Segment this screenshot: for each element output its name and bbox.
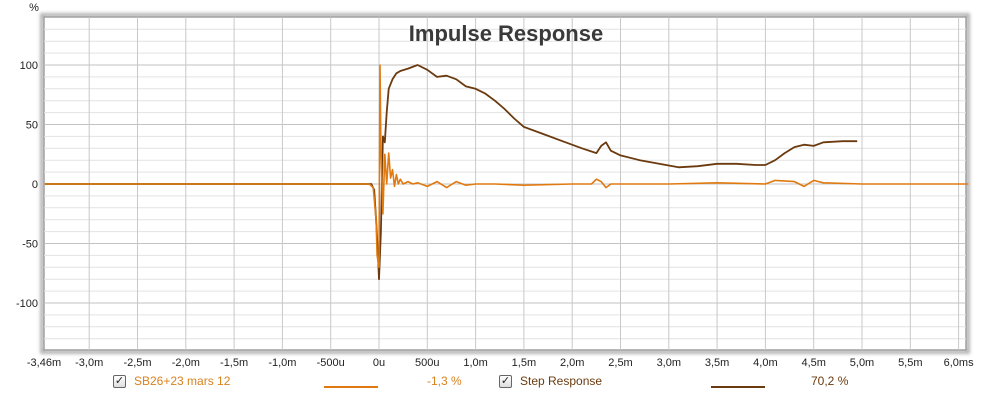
x-tick-label: -3,46m [27, 357, 61, 369]
legend-swatch-sb26 [324, 386, 378, 388]
x-tick-label: -500u [317, 357, 345, 369]
chart-title: Impulse Response [409, 21, 603, 46]
x-tick-label: 4,0m [753, 357, 777, 369]
x-tick-label: 1,0m [463, 357, 487, 369]
legend-value-sb26: -1,3 % [427, 374, 462, 388]
x-tick-label: 6,0ms [944, 357, 974, 369]
x-tick-label: 2,0m [560, 357, 584, 369]
y-tick-label: 0 [32, 179, 38, 191]
x-axis-ticks: -3,46m -3,0m -2,5m -2,0m -1,5m -1,0m -500u 0u 50… [27, 357, 974, 369]
y-axis-unit: % [29, 2, 39, 14]
x-tick-label: 4,5m [801, 357, 825, 369]
legend-item-step-response[interactable]: ✓ Step Response [499, 372, 602, 390]
legend-item-sb26[interactable]: ✓ SB26+23 mars 12 [113, 372, 230, 390]
legend-checkbox-step-response[interactable]: ✓ [499, 374, 512, 388]
x-tick-label: -1,5m [220, 357, 248, 369]
legend-label-step-response: Step Response [520, 374, 603, 388]
y-tick-label: 50 [26, 120, 38, 132]
x-tick-label: 3,0m [657, 357, 681, 369]
legend-value-step-response: 70,2 % [811, 374, 849, 388]
legend-checkbox-sb26[interactable]: ✓ [113, 374, 126, 388]
y-tick-label: -50 [22, 239, 38, 251]
impulse-series-line [44, 64, 969, 269]
x-tick-label: -1,0m [268, 357, 296, 369]
grid [44, 17, 966, 350]
y-tick-label: -100 [16, 298, 38, 310]
x-tick-label: 5,5m [898, 357, 922, 369]
y-axis-ticks: 100 50 0 -50 -100 [16, 60, 38, 310]
x-tick-label: -2,5m [123, 357, 151, 369]
x-tick-label: 500u [415, 357, 439, 369]
legend-swatch-step-response [711, 386, 765, 388]
legend-value-sb26-wrap: -1,3 % [427, 372, 462, 390]
x-tick-label: -2,0m [172, 357, 200, 369]
x-tick-label: 5,0m [850, 357, 874, 369]
x-tick-label: 3,5m [705, 357, 729, 369]
x-tick-label: 0u [373, 357, 385, 369]
legend-label-sb26: SB26+23 mars 12 [134, 374, 231, 388]
x-tick-label: -3,0m [75, 357, 103, 369]
step-response-series-line [44, 64, 858, 281]
legend-value-step-wrap: 70,2 % [811, 372, 848, 390]
y-tick-label: 100 [20, 60, 38, 72]
x-tick-label: 1,5m [512, 357, 536, 369]
series-layer [44, 64, 969, 281]
x-tick-label: 2,5m [608, 357, 632, 369]
